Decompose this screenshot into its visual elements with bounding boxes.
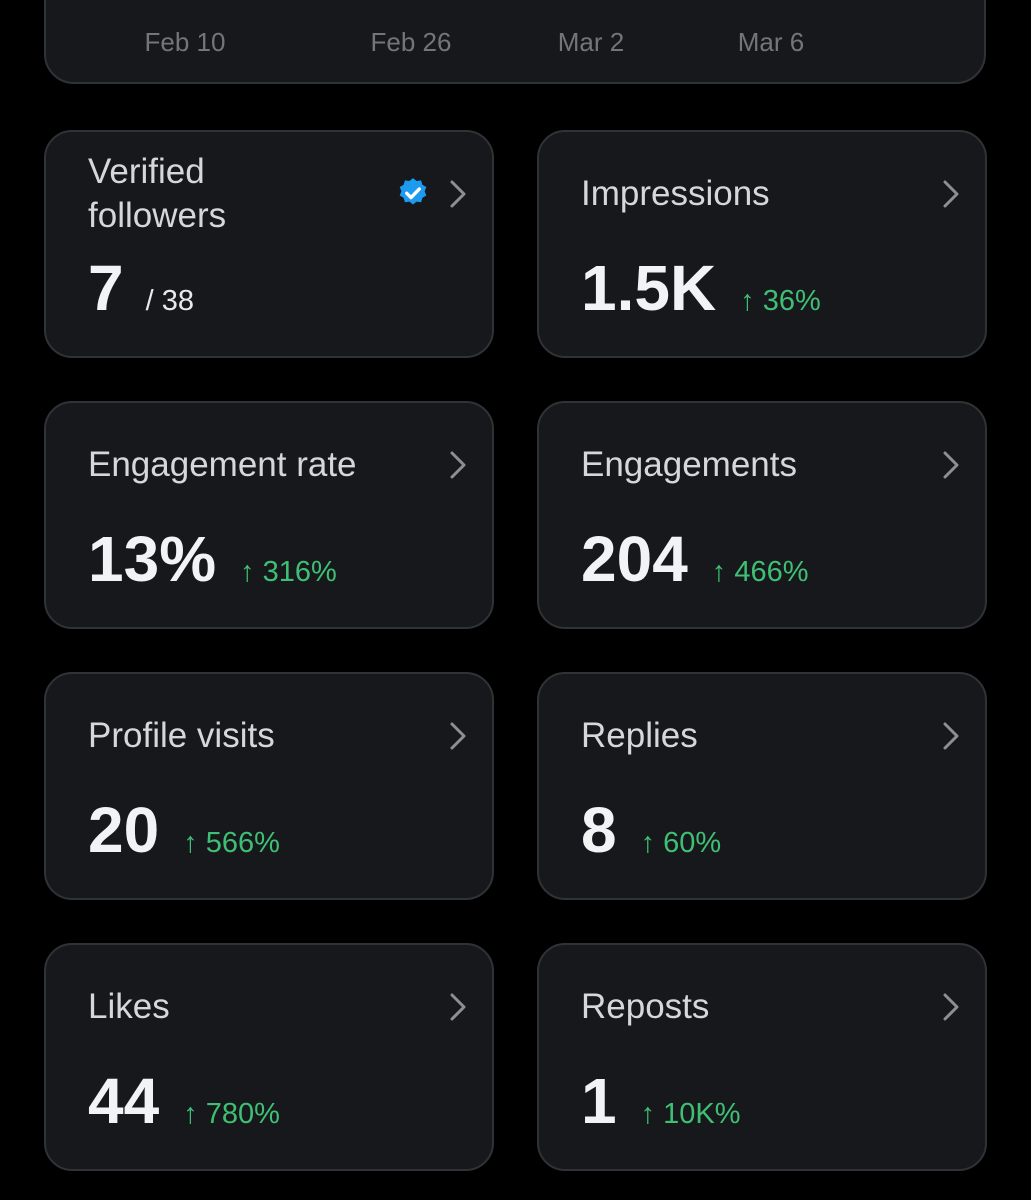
likes-card[interactable]: Likes 44 ↑ 780% <box>44 943 494 1171</box>
card-title: Likes <box>88 987 170 1026</box>
metric-change: ↑ 10K% <box>640 1098 741 1130</box>
card-title: Engagements <box>581 445 797 484</box>
metric-value-row: 8 ↑ 60% <box>581 792 721 868</box>
x-axis-label: Feb 10 <box>144 27 226 57</box>
metric-change: ↑ 566% <box>183 827 280 859</box>
card-title: Verified followers <box>88 152 227 235</box>
metric-value-row: 20 ↑ 566% <box>88 792 280 868</box>
metric-total: / 38 <box>145 285 194 317</box>
chevron-right-icon[interactable] <box>446 990 470 1024</box>
metric-value-row: 204 ↑ 466% <box>581 521 809 597</box>
metric-value: 7 <box>88 252 124 324</box>
card-title: Reposts <box>581 987 710 1026</box>
x-axis-label: Mar 6 <box>737 27 805 57</box>
metric-change: ↑ 60% <box>640 827 722 859</box>
metric-change: ↑ 466% <box>711 556 809 588</box>
chart-card: Feb 10 Feb 26 Mar 2 Mar 6 <box>44 0 986 84</box>
metric-value-row: 1 ↑ 10K% <box>581 1063 741 1139</box>
chevron-right-icon[interactable] <box>939 990 963 1024</box>
metric-value: 1.5K <box>581 252 717 324</box>
chevron-right-icon[interactable] <box>446 719 470 753</box>
chevron-right-icon[interactable] <box>446 177 470 211</box>
impressions-card[interactable]: Impressions 1.5K ↑ 36% <box>537 130 987 358</box>
metric-value-row: 13% ↑ 316% <box>88 521 337 597</box>
metric-value: 1 <box>581 1065 617 1137</box>
metric-value: 20 <box>88 794 160 866</box>
x-axis-label: Feb 26 <box>370 27 452 57</box>
metric-value: 44 <box>88 1065 160 1137</box>
chevron-right-icon[interactable] <box>446 448 470 482</box>
chevron-right-icon[interactable] <box>939 448 963 482</box>
metric-value: 204 <box>581 523 688 595</box>
metric-value-row: 44 ↑ 780% <box>88 1063 280 1139</box>
metric-change: ↑ 780% <box>183 1098 280 1130</box>
reposts-card[interactable]: Reposts 1 ↑ 10K% <box>537 943 987 1171</box>
chevron-right-icon[interactable] <box>939 719 963 753</box>
engagement-rate-card[interactable]: Engagement rate 13% ↑ 316% <box>44 401 494 629</box>
x-axis-label: Mar 2 <box>557 27 625 57</box>
metric-change: ↑ 316% <box>240 556 337 588</box>
card-title: Replies <box>581 716 698 755</box>
engagements-card[interactable]: Engagements 204 ↑ 466% <box>537 401 987 629</box>
card-title: Impressions <box>581 174 770 213</box>
verified-followers-card[interactable]: Verified followers 7 / 38 <box>44 130 494 358</box>
card-title: Profile visits <box>88 716 275 755</box>
card-title: Engagement rate <box>88 445 357 484</box>
verified-badge-icon <box>399 178 427 205</box>
profile-visits-card[interactable]: Profile visits 20 ↑ 566% <box>44 672 494 900</box>
metric-value-row: 7 / 38 <box>88 250 194 326</box>
metric-change: ↑ 36% <box>740 285 821 317</box>
metric-value: 8 <box>581 794 617 866</box>
metric-value-row: 1.5K ↑ 36% <box>581 250 821 326</box>
metric-value: 13% <box>88 523 217 595</box>
replies-card[interactable]: Replies 8 ↑ 60% <box>537 672 987 900</box>
chevron-right-icon[interactable] <box>939 177 963 211</box>
